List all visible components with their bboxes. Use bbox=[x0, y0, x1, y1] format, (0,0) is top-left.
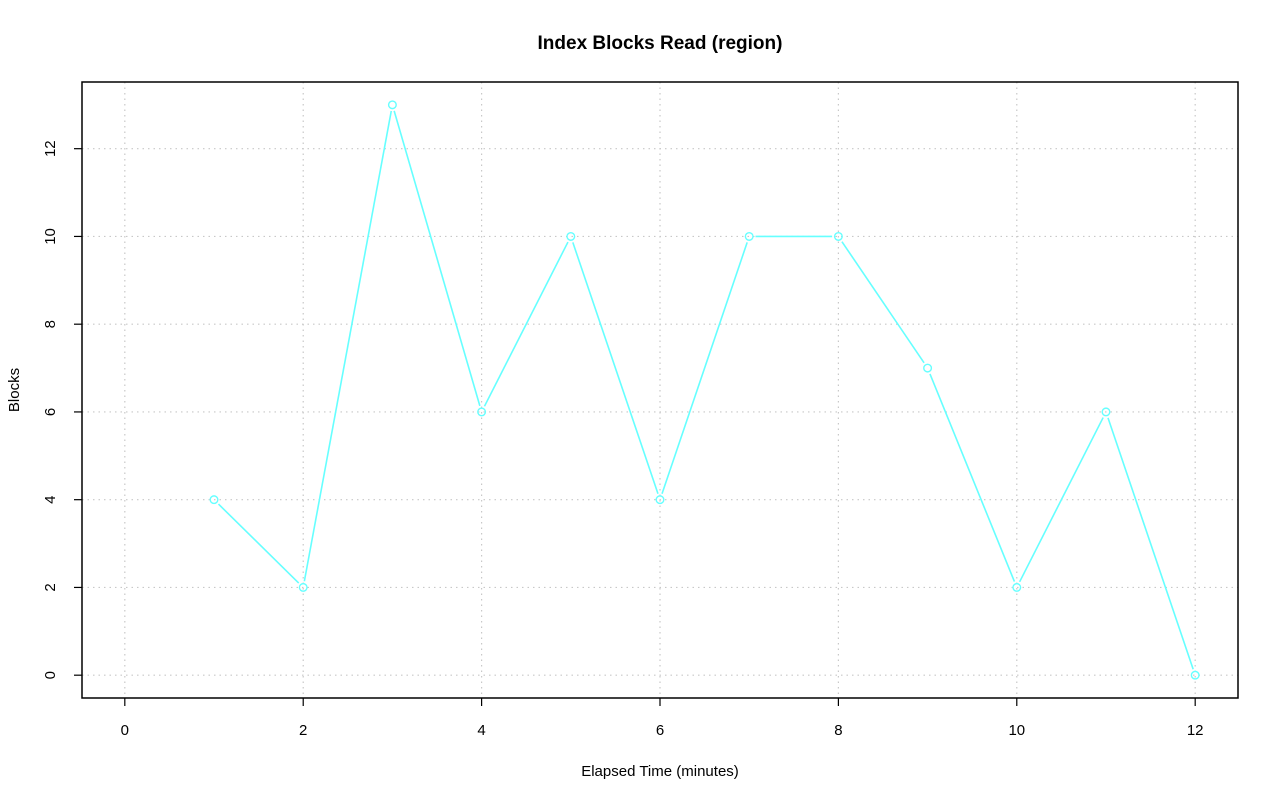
data-point bbox=[833, 231, 843, 241]
y-tick-label: 2 bbox=[42, 583, 59, 591]
grid bbox=[82, 82, 1238, 698]
y-axis-label: Blocks bbox=[6, 368, 23, 412]
series-line-segment bbox=[303, 110, 393, 582]
x-tick-label: 10 bbox=[1008, 722, 1025, 739]
series-line-segment bbox=[217, 503, 300, 584]
x-tick-label: 2 bbox=[299, 722, 307, 739]
x-tick-label: 4 bbox=[477, 722, 485, 739]
x-tick-label: 6 bbox=[656, 722, 664, 739]
series-line-segment bbox=[1018, 417, 1104, 583]
y-tick-label: 6 bbox=[42, 408, 59, 416]
y-tick-label: 0 bbox=[42, 671, 59, 679]
chart-title: Index Blocks Read (region) bbox=[538, 33, 783, 54]
x-tick-label: 8 bbox=[834, 722, 842, 739]
data-point bbox=[1190, 670, 1200, 680]
data-point bbox=[1012, 582, 1022, 592]
series-group bbox=[209, 100, 1200, 680]
x-tick-label: 0 bbox=[121, 722, 129, 739]
series-line-segment bbox=[572, 242, 659, 494]
series-line-segment bbox=[483, 241, 569, 407]
data-point bbox=[655, 495, 665, 505]
series-line-segment bbox=[1107, 417, 1194, 670]
x-axis: 0 2 4 6 8 10 12 bbox=[121, 698, 1204, 739]
y-axis: 0 2 4 6 8 10 12 bbox=[42, 140, 82, 679]
data-point bbox=[387, 100, 397, 110]
data-point bbox=[298, 582, 308, 592]
y-tick-label: 8 bbox=[42, 320, 59, 328]
data-point bbox=[744, 231, 754, 241]
data-point bbox=[923, 363, 933, 373]
x-axis-label: Elapsed Time (minutes) bbox=[581, 763, 739, 780]
series-line-segment bbox=[841, 241, 925, 364]
y-tick-label: 10 bbox=[42, 228, 59, 245]
series-line-segment bbox=[393, 110, 481, 407]
data-point bbox=[477, 407, 487, 417]
data-point bbox=[209, 495, 219, 505]
data-point bbox=[566, 231, 576, 241]
y-tick-label: 4 bbox=[42, 496, 59, 504]
y-tick-label: 12 bbox=[42, 140, 59, 157]
data-point bbox=[1101, 407, 1111, 417]
series-line-segment bbox=[929, 373, 1016, 582]
x-tick-label: 12 bbox=[1187, 722, 1204, 739]
series-line-segment bbox=[661, 242, 748, 494]
